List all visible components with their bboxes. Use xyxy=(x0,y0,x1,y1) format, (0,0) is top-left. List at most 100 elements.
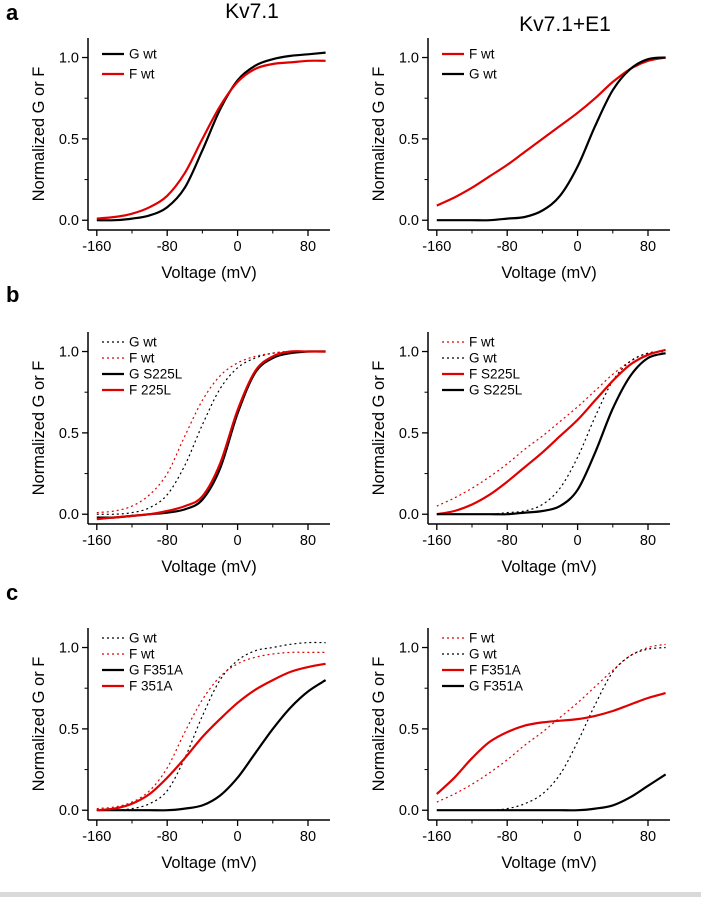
legend-label: G wt xyxy=(469,351,497,366)
series-line-g-s225l xyxy=(436,352,666,516)
legend-label: G wt xyxy=(469,67,497,82)
x-tick-label: -80 xyxy=(497,829,518,845)
chart-panel: -160 -80 0 80 0.0 0.5 1.0 Voltage (mV) Normalize… xyxy=(30,332,330,576)
y-tick-label: 0.5 xyxy=(399,722,419,738)
x-tick-label: -160 xyxy=(422,239,451,255)
row-label-b: b xyxy=(6,282,20,307)
x-axis-title: Voltage (mV) xyxy=(161,854,256,872)
x-tick-label: -80 xyxy=(157,829,178,845)
y-axis-title: Normalized G or F xyxy=(370,657,388,792)
series-line-f-351a xyxy=(96,662,326,812)
x-tick-label: 80 xyxy=(300,239,316,255)
x-tick-label: -160 xyxy=(422,533,451,549)
row-label-a: a xyxy=(6,0,19,25)
x-tick-label: 0 xyxy=(234,829,242,845)
legend-label: G S225L xyxy=(129,367,183,382)
series-line-f-f351a xyxy=(436,692,666,795)
legend-label: G wt xyxy=(129,631,157,646)
x-tick-label: -80 xyxy=(157,239,178,255)
legend-label: F F351A xyxy=(469,663,521,678)
series-line-f-s225l xyxy=(436,348,666,516)
legend-label: G F351A xyxy=(469,679,523,694)
y-tick-label: 0.0 xyxy=(59,213,79,229)
x-tick-label: -160 xyxy=(82,829,111,845)
x-axis-title: Voltage (mV) xyxy=(501,264,596,282)
y-axis-title: Normalized G or F xyxy=(30,67,48,202)
x-tick-label: 0 xyxy=(574,239,582,255)
x-axis-title: Voltage (mV) xyxy=(501,558,596,576)
column-title-kv71e1: Kv7.1+E1 xyxy=(519,13,611,36)
y-axis-title: Normalized G or F xyxy=(30,361,48,496)
y-axis-title: Normalized G or F xyxy=(30,657,48,792)
chart-panel: -160 -80 0 80 0.0 0.5 1.0 Voltage (mV) Normalize… xyxy=(370,628,670,872)
y-axis-title: Normalized G or F xyxy=(370,361,388,496)
series-line-f-wt xyxy=(436,643,666,803)
series-line-g-f351a xyxy=(96,679,327,812)
y-tick-label: 0.5 xyxy=(59,132,79,148)
legend-label: G wt xyxy=(129,335,157,350)
x-tick-label: 80 xyxy=(300,829,316,845)
legend-label: F S225L xyxy=(469,367,521,382)
series-line-g-wt xyxy=(96,51,326,222)
legend-label: F 225L xyxy=(129,383,172,398)
legend-label: F wt xyxy=(469,631,495,646)
y-tick-label: 0.5 xyxy=(399,132,419,148)
chart-panel: -160 -80 0 80 0.0 0.5 1.0 Voltage (mV) Normalize… xyxy=(370,332,670,576)
x-tick-label: 0 xyxy=(234,533,242,549)
y-tick-label: 0.5 xyxy=(399,426,419,442)
series-line-g-f351a xyxy=(436,773,667,812)
x-tick-label: -160 xyxy=(82,239,111,255)
y-tick-label: 1.0 xyxy=(399,51,419,67)
y-tick-label: 0.0 xyxy=(399,803,419,819)
chart-panel: -160 -80 0 80 0.0 0.5 1.0 Voltage (mV) Normalize… xyxy=(30,38,330,282)
legend-label: F 351A xyxy=(129,679,173,694)
y-axis-title: Normalized G or F xyxy=(370,67,388,202)
legend-label: G wt xyxy=(469,647,497,662)
legend-label: F wt xyxy=(129,647,155,662)
series-line-g-wt xyxy=(436,56,666,222)
column-title-kv71: Kv7.1 xyxy=(225,0,279,23)
series-line-f-225l xyxy=(96,350,326,521)
chart-panel: -160 -80 0 80 0.0 0.5 1.0 Voltage (mV) Normalize… xyxy=(370,38,670,282)
series-line-f-wt xyxy=(96,59,326,220)
x-axis-title: Voltage (mV) xyxy=(161,264,256,282)
y-tick-label: 0.0 xyxy=(399,507,419,523)
y-tick-label: 0.0 xyxy=(399,213,419,229)
legend-label: F wt xyxy=(469,47,495,62)
y-tick-label: 0.0 xyxy=(59,507,79,523)
row-label-c: c xyxy=(6,580,19,605)
y-tick-label: 1.0 xyxy=(399,641,419,657)
y-tick-label: 0.5 xyxy=(59,722,79,738)
x-tick-label: 0 xyxy=(574,533,582,549)
x-tick-label: 0 xyxy=(234,239,242,255)
legend-label: F wt xyxy=(129,67,155,82)
legend-label: G wt xyxy=(129,47,157,62)
x-tick-label: -80 xyxy=(497,533,518,549)
legend-label: G S225L xyxy=(469,383,523,398)
x-tick-label: 80 xyxy=(640,239,656,255)
x-tick-label: -80 xyxy=(157,533,178,549)
x-tick-label: 80 xyxy=(640,829,656,845)
y-tick-label: 1.0 xyxy=(59,345,79,361)
y-tick-label: 1.0 xyxy=(399,345,419,361)
x-axis-title: Voltage (mV) xyxy=(161,558,256,576)
x-tick-label: -160 xyxy=(82,533,111,549)
page-edge-strip xyxy=(0,892,701,897)
legend-label: G F351A xyxy=(129,663,183,678)
x-tick-label: -160 xyxy=(422,829,451,845)
legend-label: F wt xyxy=(129,351,155,366)
x-tick-label: 80 xyxy=(640,533,656,549)
series-line-g-wt xyxy=(96,641,326,811)
x-tick-label: -80 xyxy=(497,239,518,255)
x-tick-label: 80 xyxy=(300,533,316,549)
x-tick-label: 0 xyxy=(574,829,582,845)
x-axis-title: Voltage (mV) xyxy=(501,854,596,872)
y-tick-label: 0.0 xyxy=(59,803,79,819)
chart-panel: -160 -80 0 80 0.0 0.5 1.0 Voltage (mV) Normalize… xyxy=(30,628,330,872)
legend-label: F wt xyxy=(469,335,495,350)
series-line-f-wt xyxy=(96,651,326,810)
y-tick-label: 0.5 xyxy=(59,426,79,442)
y-tick-label: 1.0 xyxy=(59,641,79,657)
y-tick-label: 1.0 xyxy=(59,51,79,67)
